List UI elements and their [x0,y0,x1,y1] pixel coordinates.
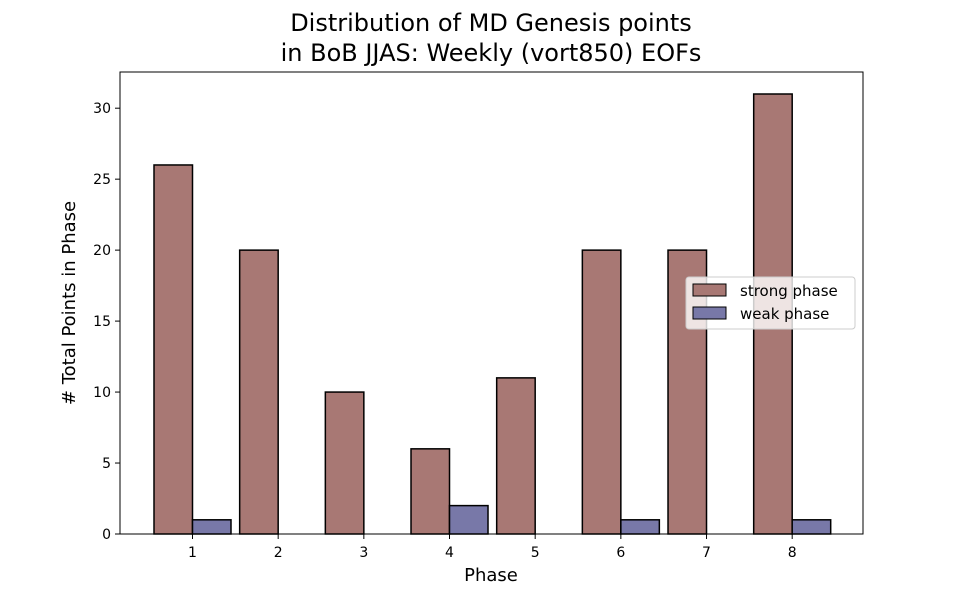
legend-swatch-weak [692,306,727,320]
y-axis-ticks: 0 5 10 15 20 25 30 [93,101,120,543]
chart-title-line-1: Distribution of MD Genesis points [290,9,692,37]
x-axis-ticks: 1 2 3 4 5 6 7 8 [188,534,797,561]
legend-box [685,276,856,330]
bars-group [153,93,832,535]
bar-weak-4 [448,504,489,535]
plot-frame [119,71,864,535]
legend: strong phase weak phase [685,276,856,330]
x-tick-label-4: 4 [445,545,454,561]
bar-strong-3 [324,391,365,535]
y-tick-label-5: 5 [102,456,111,472]
bar-strong-4 [410,448,451,535]
bar-strong-2 [238,249,279,535]
bar-strong-6 [581,249,622,535]
bar-weak-1 [191,519,232,535]
x-tick-label-6: 6 [616,545,625,561]
y-tick-label-15: 15 [93,314,111,330]
y-tick-label-20: 20 [93,243,111,259]
bar-weak-8 [791,519,832,535]
bar-strong-1 [153,164,194,535]
bar-strong-5 [495,377,536,535]
x-axis-label: Phase [464,565,518,586]
x-tick-label-7: 7 [702,545,711,561]
x-tick-label-5: 5 [531,545,540,561]
x-tick-label-3: 3 [359,545,368,561]
chart-title: Distribution of MD Genesis points in BoB… [281,9,702,67]
bar-weak-6 [620,519,661,535]
x-tick-label-1: 1 [188,545,197,561]
legend-label-strong: strong phase [740,282,838,300]
y-tick-label-0: 0 [102,527,111,543]
y-tick-label-10: 10 [93,385,111,401]
x-tick-label-2: 2 [274,545,283,561]
legend-label-weak: weak phase [740,305,829,323]
y-tick-label-25: 25 [93,172,111,188]
y-tick-label-30: 30 [93,101,111,117]
x-tick-label-8: 8 [788,545,797,561]
legend-swatch-strong [692,283,727,297]
y-axis-label: # Total Points in Phase [59,201,80,405]
chart-title-line-2: in BoB JJAS: Weekly (vort850) EOFs [281,39,702,67]
